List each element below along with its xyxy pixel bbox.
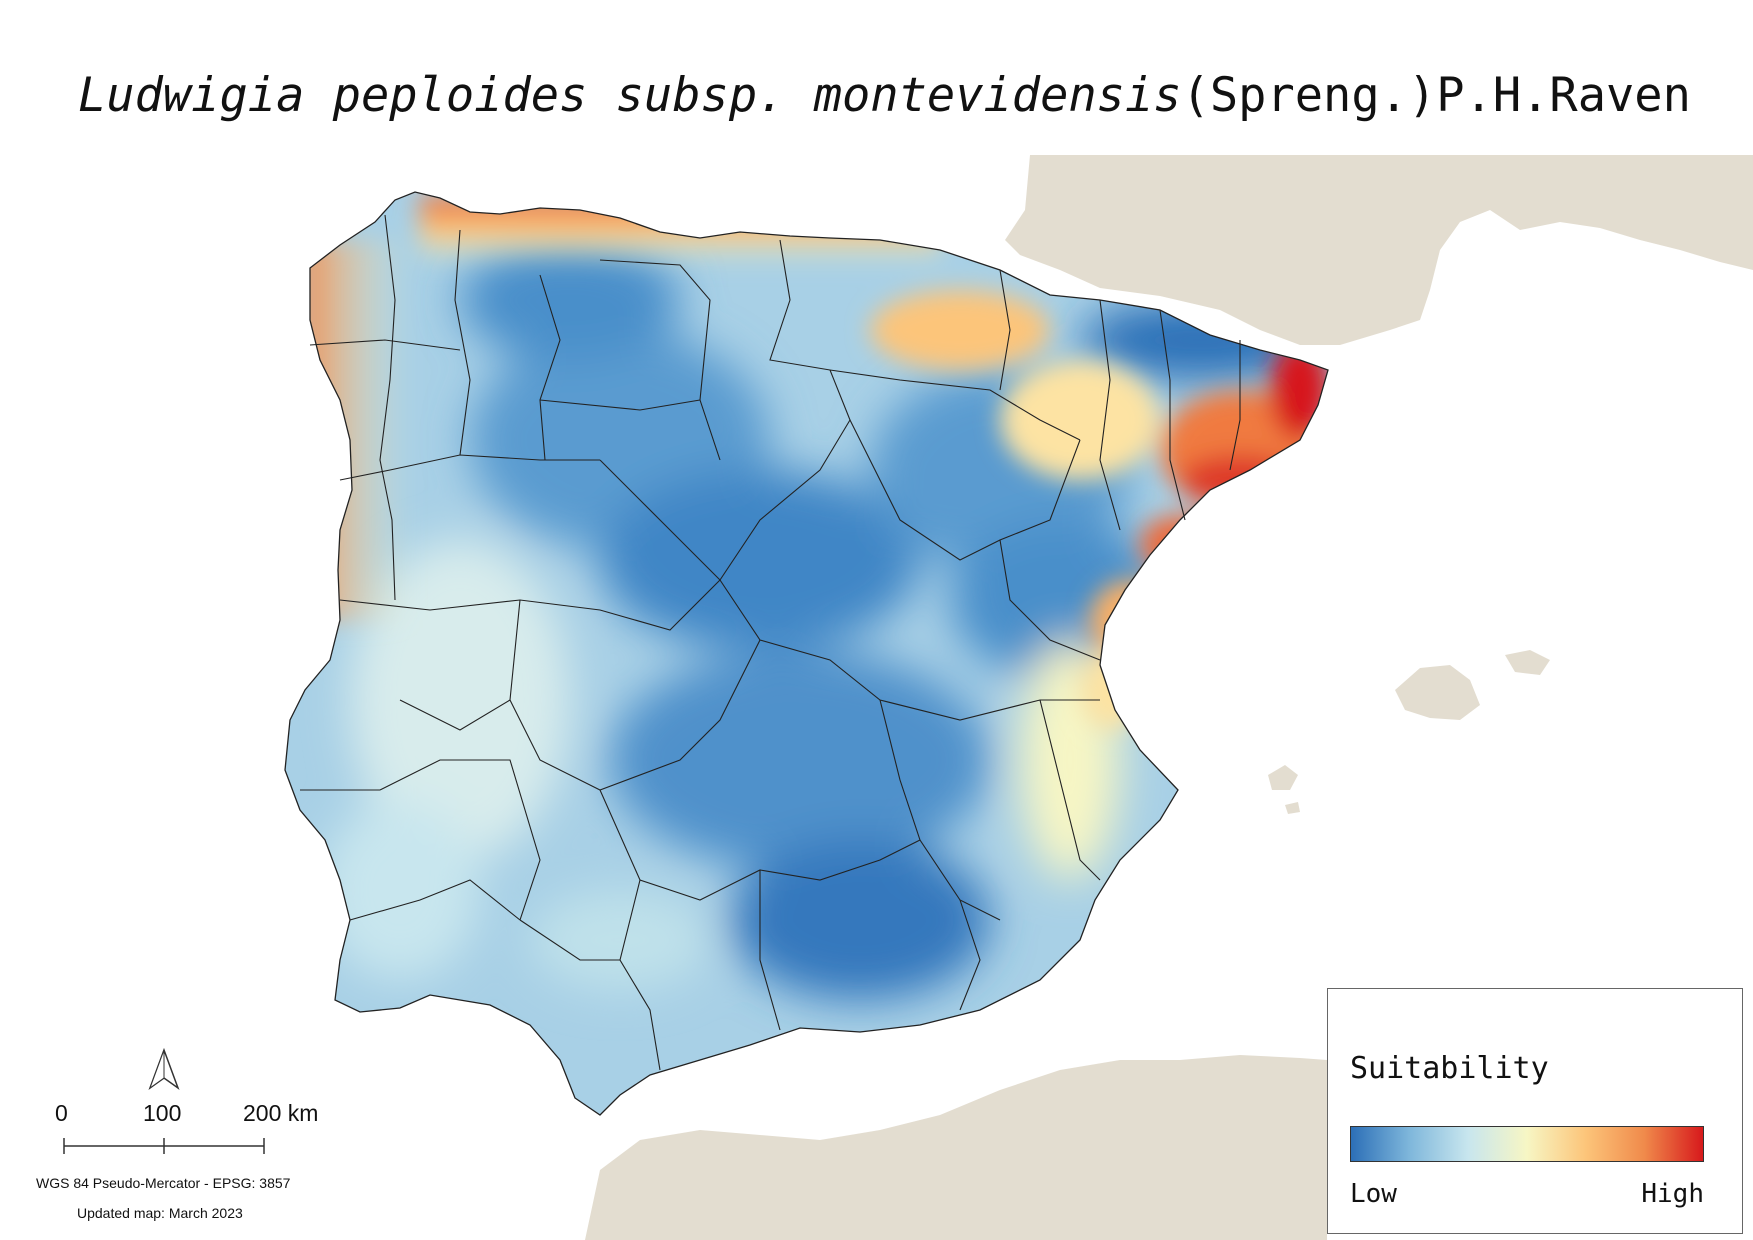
- boundary-line: [454, 229, 471, 456]
- suitability-raster: [285, 192, 1328, 1115]
- scale-bar: [63, 1138, 265, 1154]
- updated-note: Updated map: March 2023: [77, 1205, 243, 1221]
- france-landmass: [1005, 155, 1753, 345]
- boundary-line: [619, 879, 661, 1071]
- scalebar-label-100: 100: [143, 1100, 182, 1126]
- boundary-line: [339, 579, 721, 631]
- boundary-line: [1229, 340, 1241, 471]
- boundary-line: [849, 419, 1001, 561]
- boundary-line: [599, 259, 721, 461]
- species-authority: (Spreng.)P.H.Raven: [1181, 68, 1691, 123]
- boundary-line: [829, 369, 1081, 441]
- ibiza-island: [1268, 765, 1298, 790]
- boundary-line: [719, 369, 851, 581]
- boundary-line: [1039, 699, 1101, 881]
- north-arrow-icon: [148, 1047, 180, 1091]
- mallorca-island: [1395, 665, 1480, 720]
- boundary-line: [379, 214, 396, 601]
- boundary-line: [879, 699, 1001, 921]
- boundary-line: [769, 239, 831, 371]
- boundary-line: [539, 399, 701, 411]
- boundary-line: [759, 870, 781, 1031]
- boundary-line: [999, 439, 1101, 661]
- species-name: Ludwigia peploides subsp. montevidensis: [78, 68, 1182, 123]
- legend: Suitability Low High: [1327, 988, 1743, 1234]
- boundary-line: [349, 879, 521, 921]
- boundary-line: [539, 274, 561, 461]
- boundary-line: [599, 459, 721, 581]
- crs-note: WGS 84 Pseudo-Mercator - EPSG: 3857: [36, 1175, 291, 1191]
- boundary-line: [999, 269, 1011, 391]
- boundary-line: [1099, 299, 1121, 531]
- africa-landmass: [585, 1055, 1327, 1240]
- legend-title: Suitability: [1350, 1051, 1549, 1086]
- map-title: Ludwigia peploides subsp. montevidensis(…: [78, 68, 1738, 123]
- boundary-line: [959, 899, 981, 1011]
- legend-low-label: Low: [1350, 1179, 1397, 1209]
- formentera-island: [1285, 802, 1300, 814]
- legend-color-ramp: [1350, 1126, 1704, 1162]
- scalebar-label-200: 200 km: [243, 1100, 319, 1126]
- boundary-line: [399, 699, 511, 731]
- boundary-line: [519, 919, 620, 961]
- background-land: [585, 155, 1753, 1240]
- menorca-island: [1505, 650, 1550, 675]
- legend-high-label: High: [1641, 1179, 1704, 1209]
- boundary-line: [300, 759, 541, 921]
- scalebar-label-0: 0: [55, 1100, 68, 1126]
- boundary-line: [1159, 309, 1186, 521]
- province-boundaries: [300, 214, 1241, 1071]
- boundary-line: [339, 454, 600, 481]
- boundary-line: [309, 339, 461, 351]
